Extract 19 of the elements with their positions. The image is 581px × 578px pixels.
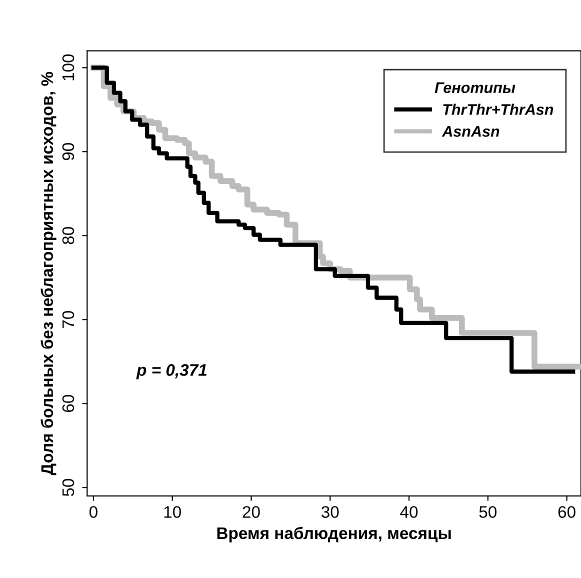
annotation: p = 0,371 <box>136 364 207 380</box>
x-tick-label: 30 <box>322 506 339 518</box>
y-tick-label: 90 <box>62 143 74 160</box>
legend-title: Генотипы <box>434 82 516 94</box>
y-tick-label: 100 <box>62 54 74 80</box>
y-tick-label: 50 <box>62 478 74 496</box>
y-tick-label: 70 <box>62 310 74 328</box>
x-tick-label: 10 <box>164 506 181 518</box>
y-axis-title: Доля больных без неблагоприятных исходов, % <box>40 72 56 476</box>
legend-label: ThrThr+ThrAsn <box>443 104 554 115</box>
x-tick-label: 50 <box>479 506 497 518</box>
x-tick-label: 0 <box>89 506 98 518</box>
x-tick-label: 60 <box>558 506 576 518</box>
x-axis-title: Время наблюдения, месяцы <box>217 526 451 542</box>
x-tick-label: 20 <box>242 506 260 518</box>
y-tick-label: 80 <box>62 226 74 244</box>
x-tick-label: 40 <box>400 506 418 518</box>
legend-label: AsnAsn <box>442 126 500 137</box>
y-tick-label: 60 <box>62 394 74 412</box>
